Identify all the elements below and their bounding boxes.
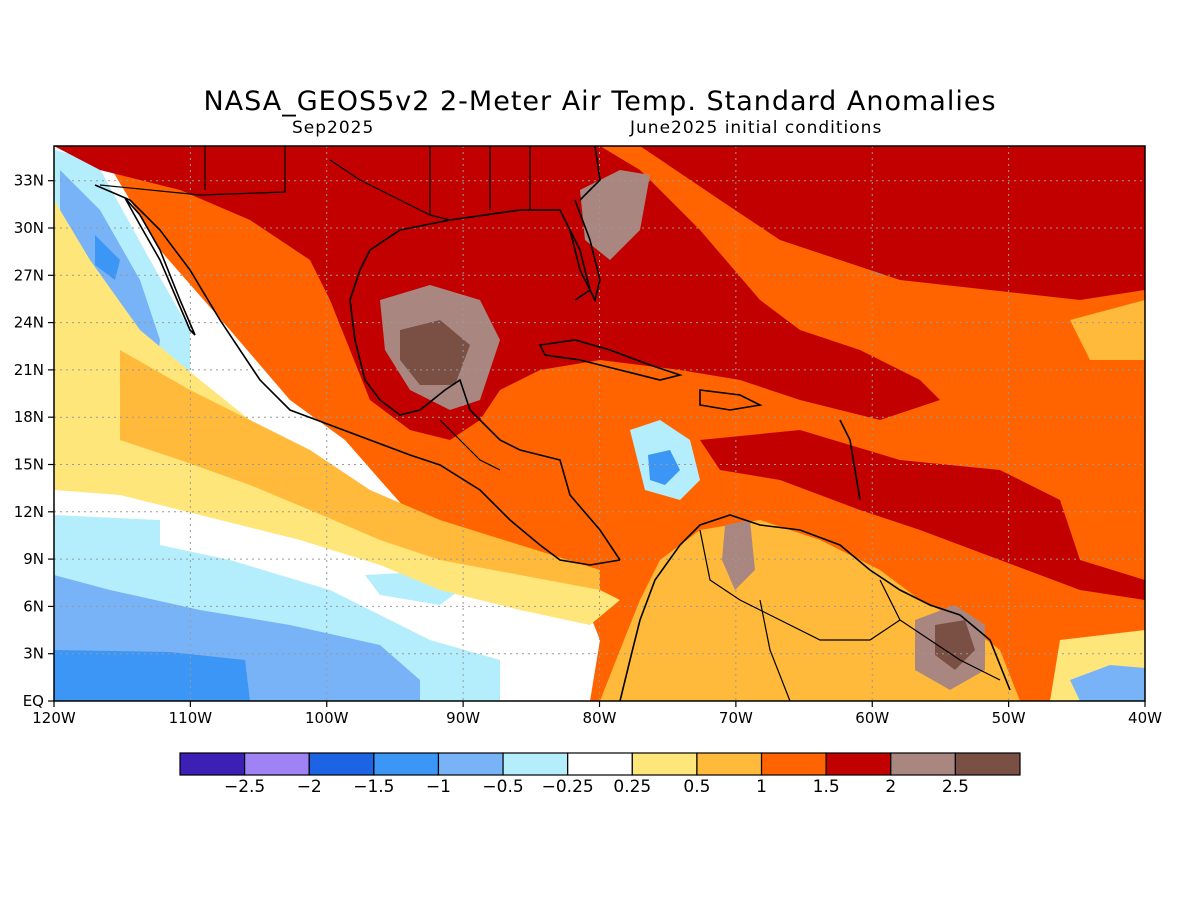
lat-tick-label: EQ bbox=[23, 692, 44, 710]
coast-pacific-mexico bbox=[94, 184, 621, 566]
colorbar-swatch bbox=[567, 752, 633, 776]
forecast-period: Sep2025 bbox=[292, 118, 375, 138]
lat-tick-label: 15N bbox=[14, 456, 44, 474]
lat-tick-label: 21N bbox=[14, 361, 44, 379]
lat-tick-label: 24N bbox=[14, 314, 44, 332]
initial-conditions: June2025 initial conditions bbox=[630, 118, 883, 138]
lon-tick-label: 110W bbox=[169, 709, 213, 727]
lon-tick-label: 90W bbox=[446, 709, 480, 727]
political-borders bbox=[99, 146, 1001, 701]
lat-tick-label: 18N bbox=[14, 408, 44, 426]
lat-tick-label: 12N bbox=[14, 503, 44, 521]
colorbar-label: 0.5 bbox=[683, 777, 710, 797]
colorbar-label: −1.5 bbox=[353, 777, 394, 797]
colorbar-swatch bbox=[890, 752, 956, 776]
coast-lesser-antilles bbox=[839, 419, 861, 501]
lat-tick-label: 33N bbox=[14, 172, 44, 190]
colorbar-label: 1.5 bbox=[813, 777, 840, 797]
lon-tick-label: 40W bbox=[1128, 709, 1162, 727]
atlantic-warm-strong bbox=[640, 146, 1145, 300]
gulf-max bbox=[400, 320, 470, 385]
colorbar-swatch bbox=[954, 752, 1021, 776]
gridlines bbox=[54, 146, 1145, 701]
colorbar-swatch bbox=[631, 752, 698, 776]
colorbar-swatch bbox=[437, 752, 504, 776]
atlantic-tropical-strong bbox=[700, 430, 1145, 600]
coast-cuba bbox=[538, 339, 683, 381]
lon-tick-label: 50W bbox=[992, 709, 1026, 727]
coast-baja bbox=[124, 197, 196, 336]
colorbar-swatch bbox=[244, 752, 310, 776]
colorbar-label: −1 bbox=[426, 777, 451, 797]
colorbar-swatch bbox=[760, 752, 827, 776]
coastal-warm-mid bbox=[120, 350, 600, 590]
colorbar-label: −2.5 bbox=[224, 777, 265, 797]
north-warm-strong bbox=[54, 146, 940, 440]
colorbar-swatch bbox=[308, 752, 375, 776]
caribbean-cool-mid bbox=[648, 450, 680, 485]
florida-extreme bbox=[580, 170, 650, 260]
lat-tick-label: 30N bbox=[14, 219, 44, 237]
colombia-extreme bbox=[722, 520, 755, 590]
colorbar-label: 1 bbox=[756, 777, 767, 797]
pacific-cool-deep bbox=[95, 235, 120, 280]
lon-tick-label: 80W bbox=[583, 709, 617, 727]
coast-hispaniola bbox=[699, 389, 763, 411]
atlantic-east-warm-mid bbox=[1070, 300, 1145, 360]
lat-tick-label: 6N bbox=[23, 597, 44, 615]
lon-tick-label: 70W bbox=[719, 709, 753, 727]
latitude-axis: EQ 3N 6N 9N 12N 15N 18N 21N 24N 27N 30N 33N bbox=[14, 172, 54, 710]
lon-tick-label: 100W bbox=[305, 709, 349, 727]
colorbar-label: 2.5 bbox=[942, 777, 969, 797]
chart-title: NASA_GEOS5v2 2-Meter Air Temp. Standard … bbox=[203, 86, 997, 117]
colorbar-label: 2 bbox=[885, 777, 896, 797]
coast-gulf bbox=[349, 209, 621, 561]
colorbar-swatch bbox=[696, 752, 763, 776]
atlantic-southeast-cool bbox=[1070, 665, 1145, 701]
lat-tick-label: 27N bbox=[14, 266, 44, 284]
colorbar-label: −2 bbox=[297, 777, 322, 797]
colorbar: −2.5 −2 −1.5 −1 −0.5 −0.25 0.25 0.5 1 1.5 2 2.5 bbox=[179, 752, 1021, 797]
coastlines bbox=[94, 146, 1011, 701]
anomaly-field bbox=[54, 146, 1145, 701]
pacific-south-cool-deep bbox=[54, 650, 250, 701]
colorbar-label: −0.25 bbox=[542, 777, 594, 797]
lon-tick-label: 120W bbox=[32, 709, 76, 727]
lat-tick-label: 9N bbox=[23, 550, 44, 568]
colorbar-label: 0.25 bbox=[613, 777, 651, 797]
guiana-max bbox=[935, 620, 975, 670]
colorbar-swatch bbox=[179, 752, 246, 776]
colorbar-swatch bbox=[373, 752, 440, 776]
colorbar-label: −0.5 bbox=[482, 777, 523, 797]
colorbar-swatch bbox=[825, 752, 892, 776]
colorbar-swatch bbox=[502, 752, 569, 776]
coast-south-america bbox=[619, 514, 1011, 701]
longitude-axis: 120W 110W 100W 90W 80W 70W 60W 50W 40W bbox=[32, 701, 1162, 727]
lon-tick-label: 60W bbox=[855, 709, 889, 727]
lat-tick-label: 3N bbox=[23, 645, 44, 663]
coast-us-east bbox=[579, 146, 601, 201]
coast-florida bbox=[569, 199, 601, 303]
